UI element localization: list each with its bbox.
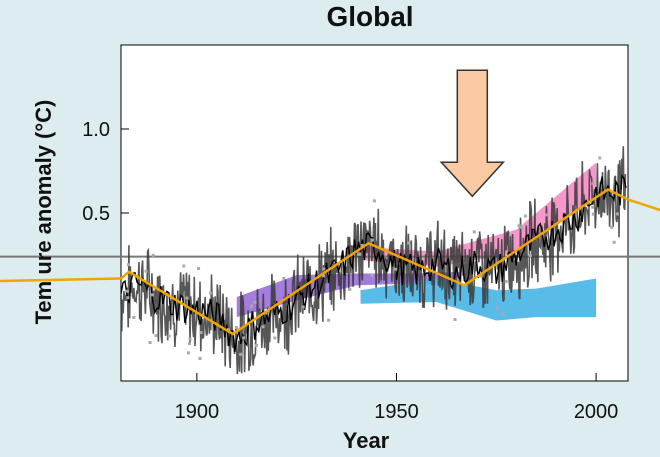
trend-line <box>120 188 629 336</box>
y-tick-label: 1.0 <box>82 119 110 141</box>
observed-point <box>370 238 374 242</box>
x-tick-label: 1950 <box>374 401 419 423</box>
observed-point <box>151 253 155 257</box>
observed-point <box>610 225 614 229</box>
observed-point <box>197 267 201 271</box>
observed-point <box>327 318 331 322</box>
observed-point <box>591 212 595 216</box>
observed-point <box>132 315 136 319</box>
observed-point <box>598 156 602 160</box>
observed-point <box>282 276 286 280</box>
observed-point <box>322 267 326 271</box>
observed-point <box>144 269 148 273</box>
observed-point <box>356 252 360 256</box>
observed-point <box>242 336 246 340</box>
observed-point <box>239 352 243 356</box>
observed-point <box>372 199 376 203</box>
observed-point <box>208 291 212 295</box>
observed-point <box>148 340 152 344</box>
observed-point <box>234 325 238 329</box>
observed-point <box>186 351 190 355</box>
observed-point <box>370 273 374 277</box>
observed-point <box>495 306 499 310</box>
observed-point <box>545 213 549 217</box>
observed-point <box>348 287 352 291</box>
observed-point <box>504 279 508 283</box>
observed-point <box>453 317 457 321</box>
observed-point <box>612 240 616 244</box>
observed-point <box>185 296 189 300</box>
trend-line-left-extension <box>0 277 122 283</box>
observed-point <box>528 254 532 258</box>
observed-point <box>151 293 155 297</box>
observed-point <box>126 263 130 267</box>
observed-point <box>253 300 257 304</box>
observed-point <box>301 305 305 309</box>
observed-point <box>523 214 527 218</box>
observed-point <box>615 212 619 216</box>
observed-point <box>182 264 186 268</box>
x-tick-label: 2000 <box>574 401 619 423</box>
observed-point <box>254 344 258 348</box>
chart-title: Global <box>326 1 413 32</box>
trend-series <box>0 188 660 336</box>
observed-point <box>479 274 483 278</box>
observed-point <box>249 304 253 308</box>
observed-point <box>188 342 192 346</box>
observed-point <box>273 336 277 340</box>
observed-point <box>501 312 505 316</box>
observed-point <box>226 328 230 332</box>
observed-point <box>472 230 476 234</box>
observed-point <box>199 331 203 335</box>
x-tick-label: 1900 <box>175 401 220 423</box>
x-axis-title: Year <box>343 428 390 453</box>
observed-point <box>360 243 364 247</box>
trend-line-right-extension <box>627 198 660 212</box>
axis-ticks: 1900 1950 2000 0.5 1.0 <box>82 119 618 423</box>
y-tick-label: 0.5 <box>82 203 110 225</box>
observed-point <box>591 182 595 186</box>
y-axis-title: Tem ure anomaly (°C) <box>31 100 56 325</box>
observed-point <box>198 357 202 361</box>
observed-point <box>188 337 192 341</box>
observed-point <box>125 289 129 293</box>
down-arrow-annotation <box>439 69 506 198</box>
observed-point <box>322 274 326 278</box>
observed-point <box>520 225 524 229</box>
observed-line <box>120 146 627 375</box>
observed-point <box>261 325 265 329</box>
down-arrow-icon <box>439 69 506 198</box>
observed-point <box>517 224 521 228</box>
observed-point <box>154 334 158 338</box>
observed-point <box>407 241 411 245</box>
observed-point <box>591 205 595 209</box>
observed-point <box>167 334 171 338</box>
observed-point <box>394 267 398 271</box>
observed-point <box>126 296 130 300</box>
